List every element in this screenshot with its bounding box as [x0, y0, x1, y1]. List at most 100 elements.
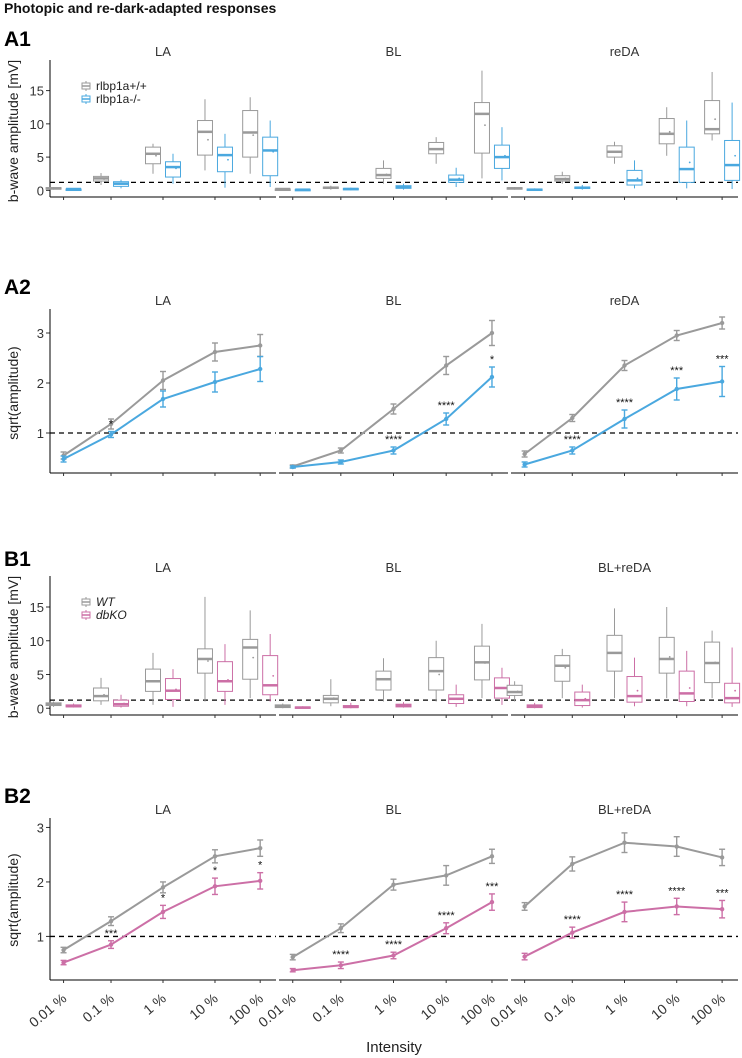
facet-A1-1: BL [274, 44, 510, 200]
panel-label-b2: B2 [4, 785, 31, 808]
x-tick-label: 1 % [140, 990, 169, 1018]
significance-label: *** [670, 365, 684, 377]
box-body [242, 110, 259, 158]
box-mean-point [504, 154, 506, 157]
box-mean-point [734, 689, 737, 692]
box-body [165, 678, 181, 700]
box-mean-point [516, 187, 519, 190]
significance-label: **** [616, 397, 634, 409]
box-mean-point [636, 177, 639, 180]
data-point [489, 899, 495, 905]
data-point [212, 379, 218, 385]
box-mean-point [272, 150, 275, 153]
x-tick-label: 10 % [648, 990, 683, 1023]
data-point [489, 374, 495, 380]
box-mean-point [284, 188, 287, 191]
box-body [262, 655, 279, 696]
significance-label: **** [438, 910, 456, 922]
box-body [428, 657, 445, 691]
data-point [570, 930, 575, 935]
y-tick-label: 2 [37, 875, 44, 890]
data-point [443, 363, 449, 368]
y-tick-label: 5 [37, 150, 44, 165]
box-body [626, 676, 643, 703]
x-tick-label: 10 % [186, 990, 221, 1023]
data-point [61, 947, 66, 953]
box-mean-point [668, 656, 671, 658]
y-axis-title-B2: sqrt(amplitude) [5, 853, 21, 946]
x-tick-label: 100 % [687, 990, 728, 1028]
data-point [338, 926, 344, 931]
y-tick-label: 1 [37, 426, 44, 441]
box-mean-point [688, 687, 691, 689]
box-mean-point [636, 689, 639, 692]
legend-entry-label: rlbp1a-/- [96, 92, 141, 106]
figure-title: Photopic and re-dark-adapted responses [4, 0, 277, 16]
box-body [473, 102, 490, 154]
box-mean-point [714, 118, 717, 121]
box-body [262, 136, 279, 177]
data-point [257, 366, 263, 372]
data-point [443, 926, 449, 931]
box-body [196, 648, 213, 674]
significance-label: * [490, 354, 495, 366]
y-tick-label: 0 [37, 701, 44, 716]
y-tick-label: 3 [37, 326, 44, 341]
data-point [212, 884, 218, 889]
data-point [391, 406, 396, 412]
box-body [658, 118, 675, 145]
facet-B2-2: BL+reDA******** **** ***0.01 % 0.1 % 1 % 10 %… [487, 802, 738, 1030]
panel-label-b1: B1 [4, 548, 31, 571]
y-tick-label: 5 [37, 668, 44, 683]
box-body [216, 661, 233, 692]
box-body [574, 691, 591, 707]
box-mean-point [332, 186, 335, 189]
box-mean-point [734, 154, 737, 157]
significance-label: **** [438, 400, 456, 412]
data-point [570, 861, 575, 867]
facet-label: BL [386, 293, 402, 308]
facet-label: LA [155, 44, 171, 59]
x-tick-label: 1 % [371, 990, 400, 1018]
box-mean-point [536, 705, 539, 708]
box-mean-point [438, 148, 441, 151]
box-mean-point [252, 656, 255, 659]
data-point [674, 904, 679, 909]
data-point [522, 462, 527, 467]
box-mean-point [616, 652, 619, 654]
box-mean-point [55, 703, 58, 706]
box-mean-point [668, 130, 671, 133]
box-mean-point [304, 706, 307, 709]
box-mean-point [207, 660, 209, 662]
y-tick-label: 1 [37, 929, 44, 944]
facet-label: BL+reDA [598, 560, 651, 575]
box-mean-point [352, 705, 355, 708]
box-mean-point [385, 678, 388, 681]
facet-A1-2: reDA [506, 44, 741, 200]
data-point [338, 963, 344, 968]
significance-label: **** [332, 949, 350, 961]
data-point [622, 416, 627, 422]
box-mean-point [438, 673, 441, 676]
box-mean-point [564, 177, 567, 180]
significance-label: *** [716, 887, 730, 899]
data-point [719, 906, 725, 912]
y-tick-label: 15 [30, 600, 44, 615]
box-mean-point [227, 679, 229, 681]
box-body [145, 146, 161, 165]
data-point [108, 918, 114, 924]
x-tick-label: 0.01 % [487, 990, 531, 1030]
data-point [61, 960, 66, 965]
box-mean-point [688, 161, 691, 164]
box-body [506, 684, 523, 696]
significance-label: *** [486, 881, 500, 893]
box-body [678, 146, 695, 183]
y-axis-title-B1: b-wave amplitude [mV] [5, 576, 21, 718]
data-point [674, 386, 679, 392]
box-mean-point [175, 688, 177, 691]
significance-label: **** [564, 434, 582, 446]
data-point [160, 885, 166, 890]
series-line [524, 322, 723, 455]
significance-label: * [213, 865, 218, 877]
